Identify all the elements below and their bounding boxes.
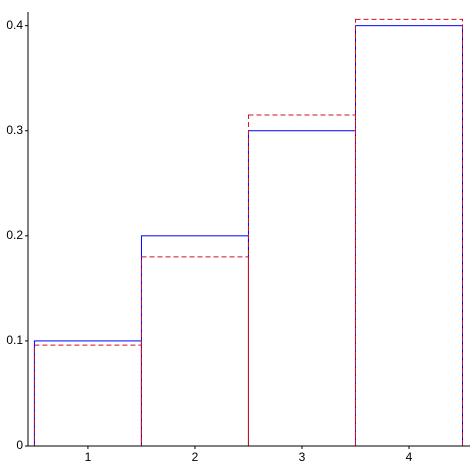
- x-tick-label: 2: [192, 450, 199, 464]
- x-tick-label: 3: [299, 450, 306, 464]
- y-tick-label: 0.2: [6, 228, 23, 242]
- bar: [33, 340, 142, 447]
- bar: [140, 235, 249, 447]
- bar: [354, 25, 464, 447]
- bar: [247, 114, 356, 447]
- bar: [354, 18, 464, 447]
- bar: [33, 344, 142, 447]
- y-tick-label: 0.4: [6, 18, 23, 32]
- x-tick-label: 1: [85, 450, 92, 464]
- bar: [140, 256, 249, 447]
- bar: [247, 130, 356, 447]
- y-tick-label: 0: [16, 438, 23, 452]
- y-tick-label: 0.3: [6, 123, 23, 137]
- x-tick-label: 4: [406, 450, 413, 464]
- y-tick-label: 0.1: [6, 333, 23, 347]
